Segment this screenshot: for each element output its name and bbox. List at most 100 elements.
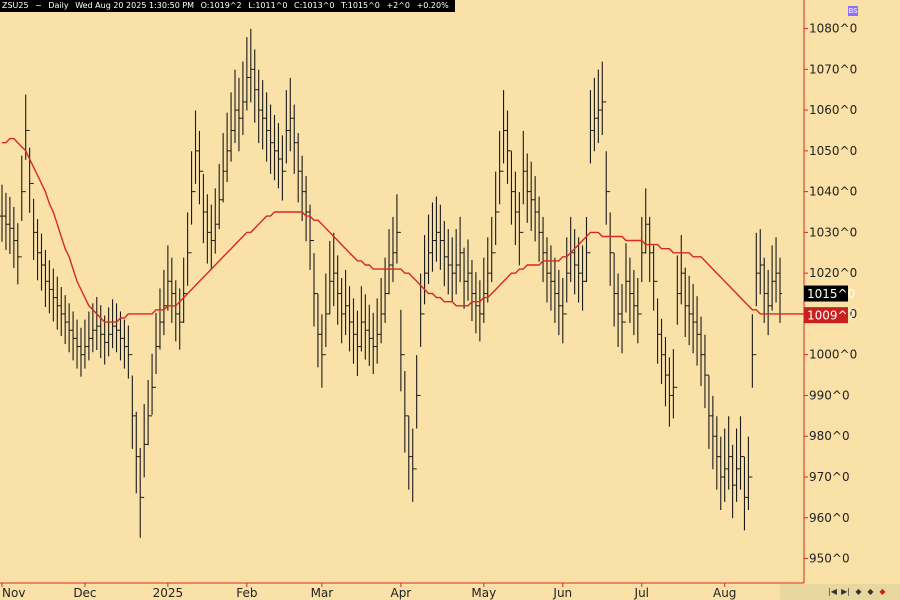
ohlc-bar bbox=[438, 204, 443, 270]
ohlc-bar bbox=[454, 229, 459, 295]
y-tick-label: 1070^0 bbox=[809, 62, 857, 76]
ohlc-bar bbox=[489, 216, 494, 283]
ohlc-bar bbox=[426, 214, 431, 284]
ohlc-bar bbox=[236, 77, 241, 152]
ohlc-bar bbox=[758, 229, 763, 295]
separator-label: ~ bbox=[35, 1, 42, 10]
ohlc-bar bbox=[726, 416, 731, 490]
ohlc-bar bbox=[422, 235, 427, 315]
ohlc-bar bbox=[268, 104, 273, 174]
ohlc-bar bbox=[327, 240, 332, 315]
ohlc-bar bbox=[300, 155, 305, 221]
ohlc-bar bbox=[161, 269, 166, 336]
ohlc-bar bbox=[126, 325, 131, 379]
ohlc-bar bbox=[746, 436, 751, 511]
ohlc-bar bbox=[280, 135, 285, 201]
ohlc-bar bbox=[272, 114, 277, 181]
ohlc-bar bbox=[742, 456, 747, 531]
ohlc-bar bbox=[157, 288, 162, 350]
ma-price-tag-label: 1009^7 bbox=[807, 309, 855, 323]
ohlc-bar bbox=[560, 278, 565, 344]
close-alt-label: C:1013^0 bbox=[294, 1, 335, 10]
ohlc-bar bbox=[501, 90, 506, 172]
ohlc-bar bbox=[398, 231, 403, 392]
ohlc-bar bbox=[134, 411, 139, 494]
ohlc-bar bbox=[252, 49, 257, 123]
ohlc-bar bbox=[663, 336, 668, 407]
ohlc-bar bbox=[533, 176, 538, 242]
ohlc-bar bbox=[47, 260, 52, 314]
ohlc-bar bbox=[379, 278, 384, 344]
ohlc-bar bbox=[477, 280, 482, 342]
ohlc-bar bbox=[529, 161, 534, 231]
scroll-end-icon[interactable]: ▶| bbox=[841, 587, 850, 596]
ohlc-bar bbox=[766, 269, 771, 336]
ohlc-bar bbox=[264, 92, 269, 162]
ohlc-bar bbox=[679, 235, 684, 305]
reset-zoom-icon[interactable]: ◆ bbox=[879, 587, 886, 596]
x-tick-label: Jun bbox=[552, 586, 572, 600]
y-tick-label: 1000^0 bbox=[809, 348, 857, 362]
ohlc-bar bbox=[71, 311, 76, 361]
ohlc-bar bbox=[556, 269, 561, 336]
ohlc-bar bbox=[387, 229, 392, 295]
time-scrollbar[interactable] bbox=[780, 584, 900, 600]
ohlc-bar bbox=[600, 61, 605, 135]
ohlc-bar bbox=[710, 395, 715, 470]
ohlc-bar bbox=[233, 69, 238, 144]
y-tick-label: 1060^0 bbox=[809, 103, 857, 117]
y-tick-label: 1050^0 bbox=[809, 144, 857, 158]
ohlc-bar bbox=[683, 267, 688, 337]
ohlc-bar bbox=[695, 296, 700, 366]
ohlc-bar bbox=[193, 110, 198, 193]
datetime-label: Wed Aug 20 2025 1:30:50 PM bbox=[75, 1, 195, 10]
x-tick-label: Apr bbox=[390, 586, 411, 600]
ohlc-bar bbox=[102, 315, 107, 365]
ohlc-bar bbox=[110, 299, 115, 349]
ohlc-bar bbox=[3, 192, 8, 250]
ohlc-bar bbox=[770, 245, 775, 311]
ohlc-bar bbox=[481, 257, 486, 323]
ohlc-bar bbox=[608, 191, 613, 286]
ohlc-bar bbox=[31, 182, 36, 260]
low-label: L:1011^0 bbox=[248, 1, 288, 10]
y-tick-label: 960^0 bbox=[809, 511, 850, 525]
bs-badge-icon[interactable]: BS bbox=[848, 6, 858, 16]
ohlc-bar bbox=[260, 80, 265, 150]
ohlc-bar bbox=[750, 314, 755, 478]
ohlc-bar bbox=[244, 37, 249, 111]
ohlc-bar bbox=[351, 298, 356, 364]
ohlc-bar bbox=[19, 155, 24, 258]
y-tick-label: 950^0 bbox=[809, 552, 850, 566]
open-label: O:1019^2 bbox=[200, 1, 242, 10]
interval-label: Daily bbox=[48, 1, 69, 10]
ohlc-bar bbox=[343, 269, 348, 336]
ohlc-bar bbox=[635, 278, 640, 344]
x-axis-ticks: Nov Dec 2025 Feb Mar Apr May Jun Jul Aug bbox=[1, 583, 736, 600]
ohlc-bar bbox=[181, 257, 186, 323]
ohlc-bar bbox=[209, 204, 214, 270]
ohlc-bar bbox=[78, 327, 83, 377]
zoom-out-icon[interactable]: ◆ bbox=[867, 587, 874, 596]
price-bars bbox=[0, 28, 782, 538]
ohlc-bar bbox=[15, 223, 20, 285]
ohlc-bar bbox=[414, 355, 419, 470]
ohlc-bar bbox=[240, 61, 245, 135]
zoom-in-icon[interactable]: ◆ bbox=[855, 587, 862, 596]
ohlc-bar bbox=[375, 298, 380, 364]
x-tick-label: May bbox=[471, 586, 496, 600]
ohlc-bar bbox=[623, 243, 628, 323]
scroll-start-icon[interactable]: |◀ bbox=[828, 587, 837, 596]
ohlc-bar bbox=[671, 349, 676, 419]
ohlc-bar bbox=[63, 295, 68, 345]
ohlc-bar bbox=[138, 448, 143, 538]
ohlc-bar bbox=[406, 415, 411, 490]
ohlc-bar bbox=[154, 312, 159, 388]
ohlc-bar bbox=[738, 416, 743, 490]
ohlc-bar bbox=[276, 123, 281, 189]
ohlc-bar bbox=[778, 257, 782, 323]
ohlc-bar bbox=[596, 69, 601, 144]
ohlc-bar bbox=[331, 232, 336, 307]
ohlc-bar bbox=[217, 163, 222, 230]
